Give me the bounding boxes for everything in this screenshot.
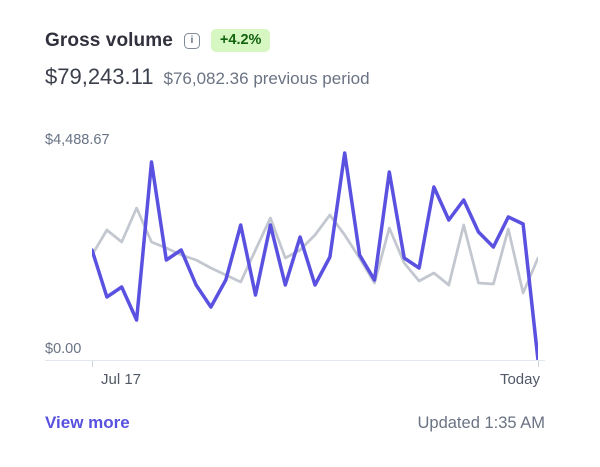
view-more-link[interactable]: View more: [45, 413, 130, 432]
previous-period-value: $76,082.36 previous period: [163, 69, 370, 88]
series-previous-period: [90, 206, 540, 295]
x-axis-line: [45, 360, 545, 361]
volume-chart[interactable]: [90, 141, 540, 362]
current-value: $79,243.11: [45, 64, 154, 89]
card-header: Gross volume i +4.2%: [45, 29, 271, 52]
y-axis-max-label: $4,488.67: [45, 132, 110, 148]
x-axis-tick-end: [538, 361, 539, 367]
card-title: Gross volume: [45, 29, 173, 51]
series-current-period: [90, 151, 540, 362]
x-axis-label-end: Today: [499, 371, 540, 388]
growth-badge: +4.2%: [210, 29, 271, 52]
x-axis-label-start: Jul 17: [101, 371, 142, 388]
value-row: $79,243.11 $76,082.36 previous period: [45, 64, 370, 90]
line-chart-svg: [90, 151, 540, 362]
y-axis-min-label: $0.00: [45, 341, 82, 357]
x-axis-tick-start: [92, 361, 93, 367]
updated-timestamp: Updated 1:35 AM: [417, 414, 545, 432]
info-icon[interactable]: i: [183, 32, 200, 49]
